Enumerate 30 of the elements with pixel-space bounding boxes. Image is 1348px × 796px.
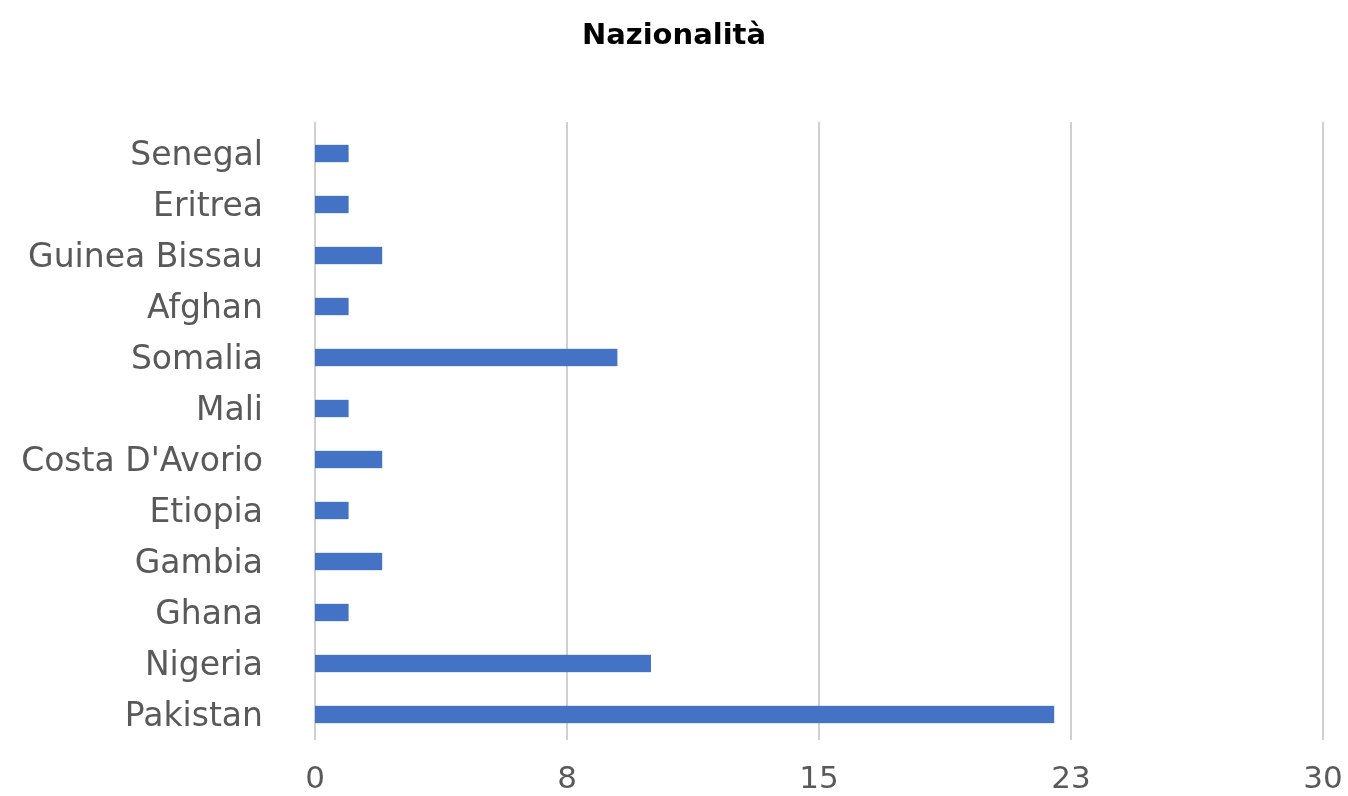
y-tick-label: Mali [195,389,263,429]
bar [315,246,383,265]
y-tick-label: Eritrea [153,185,263,225]
x-tick-label: 30 [1303,759,1343,795]
y-tick-label: Nigeria [144,644,263,684]
y-tick-label: Etiopia [149,491,263,531]
bar [315,144,349,163]
bar [315,654,651,673]
bar [315,552,383,571]
x-tick-label: 0 [305,759,325,795]
bar [315,348,618,367]
x-tick-label: 23 [1051,759,1091,795]
y-tick-label: Somalia [130,338,263,378]
y-tick-label: Costa D'Avorio [21,440,263,480]
bar [315,297,349,316]
bar [315,399,349,418]
bar [315,195,349,214]
y-tick-label: Pakistan [124,695,263,735]
bar [315,603,349,622]
y-tick-label: Guinea Bissau [28,236,263,276]
bar [315,450,383,469]
y-tick-label: Ghana [155,593,263,633]
y-tick-label: Afghan [146,287,263,327]
chart-title: Nazionalità [581,17,767,51]
x-tick-label: 8 [557,759,577,795]
bar [315,705,1055,724]
y-tick-label: Senegal [130,134,263,174]
bar [315,501,349,520]
x-tick-label: 15 [799,759,839,795]
y-tick-label: Gambia [134,542,263,582]
